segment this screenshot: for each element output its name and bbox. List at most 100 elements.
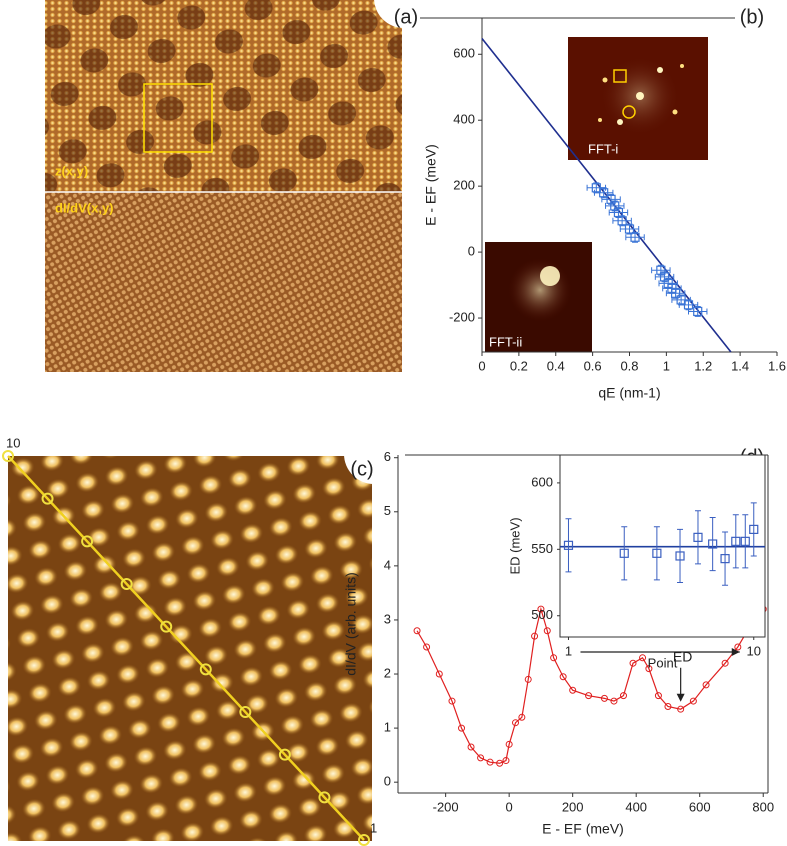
x-tick-label: 200 bbox=[562, 799, 584, 814]
point bbox=[569, 686, 577, 694]
y-tick-label: 1 bbox=[384, 720, 391, 735]
point bbox=[423, 643, 431, 651]
y-tick-label: 4 bbox=[384, 557, 391, 572]
line-point bbox=[239, 706, 252, 718]
image-label: dI/dV(x,y) bbox=[55, 200, 114, 215]
y-tick-label: 400 bbox=[453, 112, 475, 127]
point bbox=[619, 548, 629, 558]
x-tick-label: -200 bbox=[433, 799, 459, 814]
stm-image-c: (c) 1 0 1 bbox=[2, 424, 404, 846]
y-tick-label: 600 bbox=[531, 474, 553, 489]
point bbox=[531, 632, 539, 640]
point bbox=[749, 524, 759, 534]
y-axis-label: E - EF (meV) bbox=[423, 144, 439, 226]
y-tick-label: 200 bbox=[453, 178, 475, 193]
point-label: 1 bbox=[370, 820, 377, 835]
y-tick-label: 0 bbox=[468, 244, 475, 259]
x-error-bar bbox=[601, 196, 621, 203]
point bbox=[502, 757, 510, 765]
point bbox=[721, 659, 729, 667]
y-error-bar bbox=[732, 514, 739, 569]
y-tick-label: 5 bbox=[384, 503, 391, 518]
x-tick-label: 1.2 bbox=[694, 358, 712, 373]
point bbox=[559, 673, 567, 681]
y-error-bar bbox=[565, 518, 572, 573]
point bbox=[693, 532, 703, 542]
point bbox=[413, 627, 421, 635]
y-tick-label: 500 bbox=[531, 607, 553, 622]
x-axis-label: qE (nm-1) bbox=[598, 385, 660, 401]
axis-arrow-head bbox=[731, 648, 740, 656]
x-tick-label: 0 bbox=[478, 358, 485, 373]
panel-label: (a) bbox=[394, 6, 418, 28]
y-tick-label: 2 bbox=[384, 665, 391, 680]
y-axis-label: dI/dV (arb. units) bbox=[343, 572, 359, 676]
line-point bbox=[41, 492, 54, 505]
point bbox=[629, 659, 637, 667]
point bbox=[600, 694, 608, 702]
x-tick-label: 0 bbox=[506, 799, 513, 814]
point bbox=[675, 551, 685, 561]
point bbox=[619, 692, 627, 700]
x-error-bar bbox=[625, 234, 645, 241]
point bbox=[630, 232, 640, 242]
point bbox=[448, 697, 456, 705]
point bbox=[585, 692, 593, 700]
point bbox=[676, 295, 686, 305]
line-point bbox=[2, 450, 14, 462]
y-tick-label: 600 bbox=[453, 46, 475, 61]
point bbox=[708, 539, 718, 549]
point bbox=[543, 627, 551, 635]
point bbox=[652, 548, 662, 558]
y-error-bar bbox=[750, 502, 757, 557]
point bbox=[524, 675, 532, 683]
annotation-arrow-head bbox=[676, 693, 685, 702]
point bbox=[563, 540, 574, 550]
point bbox=[591, 183, 601, 193]
x-error-bar bbox=[688, 308, 708, 315]
stm-image-a: (a) z(x,y) dI/dV(x,y) bbox=[45, 0, 434, 372]
y-tick-label: 0 bbox=[384, 774, 391, 789]
fft-inset-ii bbox=[485, 242, 592, 352]
point bbox=[617, 216, 627, 226]
data-line bbox=[416, 606, 764, 764]
point bbox=[505, 740, 513, 748]
panel-label: (c) bbox=[350, 458, 373, 480]
x-error-bar bbox=[654, 273, 675, 280]
point bbox=[645, 665, 653, 673]
point bbox=[731, 536, 741, 546]
x-tick-label: 1.4 bbox=[731, 358, 749, 373]
point bbox=[486, 758, 494, 766]
x-tick-label: 0.2 bbox=[510, 358, 528, 373]
x-error-bar bbox=[619, 226, 640, 233]
point bbox=[720, 554, 730, 564]
y-tick-label: 6 bbox=[384, 449, 391, 464]
y-tick-label: 550 bbox=[531, 541, 553, 556]
point bbox=[702, 681, 710, 689]
x-axis-label: E - EF (meV) bbox=[542, 821, 624, 837]
line-point bbox=[199, 663, 212, 676]
y-tick-label: 3 bbox=[384, 611, 391, 626]
line-point bbox=[81, 535, 94, 548]
y-tick-label: -200 bbox=[449, 309, 475, 324]
x-tick-label: 600 bbox=[689, 799, 711, 814]
x-axis-label: Point bbox=[648, 655, 678, 670]
y-error-bar bbox=[742, 514, 749, 569]
point bbox=[550, 654, 558, 662]
x-tick-label: 0.8 bbox=[620, 358, 638, 373]
point bbox=[693, 306, 703, 317]
point bbox=[677, 705, 685, 713]
point bbox=[734, 643, 742, 651]
point bbox=[599, 188, 609, 198]
y-error-bar bbox=[694, 510, 701, 565]
inset-label: FFT-ii bbox=[489, 334, 522, 349]
x-error-bar bbox=[651, 267, 671, 274]
point bbox=[689, 697, 697, 705]
point bbox=[477, 754, 485, 762]
line-point bbox=[160, 620, 173, 633]
y-error-bar bbox=[621, 526, 628, 581]
point bbox=[467, 743, 475, 751]
point bbox=[654, 692, 662, 700]
x-error-bar bbox=[608, 209, 629, 216]
